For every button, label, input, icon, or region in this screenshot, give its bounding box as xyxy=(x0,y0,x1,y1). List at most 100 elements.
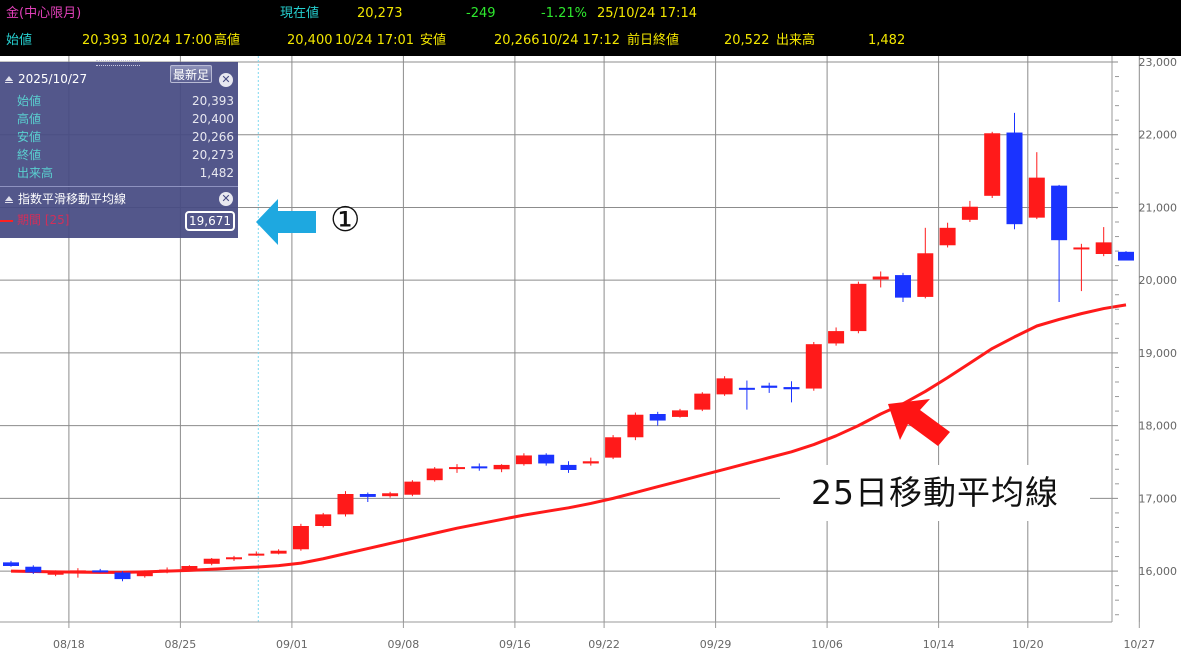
candle xyxy=(515,453,532,466)
low-label: 安値 xyxy=(420,33,447,48)
x-tick-label: 10/27 xyxy=(1123,638,1155,651)
candle xyxy=(248,551,265,556)
x-tick-label: 10/14 xyxy=(923,638,955,651)
x-tick-label: 09/29 xyxy=(700,638,732,651)
candle xyxy=(872,271,889,288)
candle-body xyxy=(850,283,867,332)
candle-body xyxy=(69,570,86,573)
candle xyxy=(3,560,19,567)
candle xyxy=(359,492,376,502)
collapse-triangle-icon[interactable] xyxy=(5,196,13,203)
candle xyxy=(136,570,153,578)
panel-row-low: 安値 20,266 xyxy=(0,128,238,146)
panel-close-icon[interactable]: ✕ xyxy=(219,73,233,87)
arrow-up-left-icon xyxy=(888,399,950,446)
quote-datetime: 25/10/24 17:14 xyxy=(597,6,697,21)
candle xyxy=(917,227,934,299)
panel-date-row: 2025/10/27 xyxy=(0,70,238,88)
panel-row-close: 終値 20,273 xyxy=(0,146,238,164)
candle-body xyxy=(1118,251,1134,261)
candle xyxy=(649,411,666,426)
candle xyxy=(605,435,622,460)
current-price-value: 20,273 xyxy=(357,6,403,21)
high-value: 20,400 xyxy=(287,33,333,48)
candle xyxy=(961,200,978,222)
y-tick-label: 20,000 xyxy=(1139,274,1178,287)
latest-bar-button[interactable]: 最新足 xyxy=(170,65,212,83)
ma25-layer xyxy=(10,303,1127,574)
y-tick-label: 22,000 xyxy=(1139,129,1178,142)
candle xyxy=(939,222,956,248)
panel-row-value: 20,393 xyxy=(192,94,234,108)
candle-body xyxy=(738,387,755,390)
candle-body xyxy=(649,414,666,421)
candle-body xyxy=(159,569,176,572)
candle-body xyxy=(961,206,978,220)
quote-row-2: 始値 20,393 10/24 17:00 高値 20,400 10/24 17… xyxy=(0,29,1181,53)
y-tick-label: 17,000 xyxy=(1139,492,1178,505)
candle-body xyxy=(136,571,153,577)
panel-row-label: 安値 xyxy=(17,130,42,144)
candle xyxy=(181,565,198,571)
y-tick-label: 16,000 xyxy=(1139,565,1178,578)
candle xyxy=(449,464,465,473)
y-tick-label: 18,000 xyxy=(1139,420,1178,433)
high-label: 高値 xyxy=(214,33,241,48)
candle-body xyxy=(382,493,399,497)
candle-body xyxy=(404,481,421,495)
candle xyxy=(761,382,778,393)
candle xyxy=(672,408,688,418)
candle xyxy=(270,549,287,555)
panel-separator xyxy=(0,186,238,187)
candle-body xyxy=(359,494,376,497)
candle xyxy=(47,570,64,577)
candle-body xyxy=(471,466,488,469)
indicator-title: 指数平滑移動平均線 xyxy=(18,192,127,206)
indicator-period-label: 期間 [25] xyxy=(17,213,70,227)
instrument-title[interactable]: 金(中心限月) xyxy=(6,6,82,21)
indicator-close-icon[interactable]: ✕ xyxy=(219,192,233,206)
x-tick-label: 09/01 xyxy=(276,638,308,651)
candle-body xyxy=(426,468,443,481)
panel-row-label: 終値 xyxy=(17,148,42,162)
candle-body xyxy=(627,414,644,438)
candle-body xyxy=(805,344,822,389)
y-tick-label: 19,000 xyxy=(1139,347,1178,360)
price-change-percent: -1.21% xyxy=(541,6,587,21)
panel-drag-handle[interactable] xyxy=(96,60,140,66)
ohlc-info-panel[interactable]: 2025/10/27 最新足 ✕ 始値 20,393 高値 20,400 安値 … xyxy=(0,60,238,238)
ma-line-swatch xyxy=(0,220,13,222)
candle-body xyxy=(226,557,242,560)
collapse-triangle-icon[interactable] xyxy=(5,76,13,83)
panel-row-label: 高値 xyxy=(17,112,42,126)
candle xyxy=(627,412,644,441)
open-time: 10/24 17:00 xyxy=(133,33,213,48)
candle-body xyxy=(917,253,934,297)
candle-body xyxy=(783,387,800,390)
x-tick-label: 09/16 xyxy=(499,638,531,651)
candle-body xyxy=(984,133,1001,196)
x-tick-label: 08/18 xyxy=(53,638,85,651)
panel-row-value: 20,400 xyxy=(192,112,234,126)
candle xyxy=(315,512,332,528)
candle xyxy=(426,467,443,482)
indicator-title-row: 指数平滑移動平均線 xyxy=(0,190,238,208)
price-change: -249 xyxy=(466,6,496,21)
candle-body xyxy=(25,566,42,573)
candle-body xyxy=(694,393,711,410)
candle-body xyxy=(1028,177,1045,218)
candle-body xyxy=(449,467,465,470)
candle xyxy=(114,571,131,582)
candle-body xyxy=(895,275,911,298)
candle-body xyxy=(181,566,198,570)
candle xyxy=(1118,251,1134,261)
candle-body xyxy=(672,410,688,417)
candle-body xyxy=(248,553,265,556)
candle xyxy=(783,381,800,403)
panel-row-high: 高値 20,400 xyxy=(0,110,238,128)
panel-date: 2025/10/27 xyxy=(18,72,88,86)
candle-body xyxy=(560,464,577,470)
candle xyxy=(984,131,1001,198)
quote-row-1: 金(中心限月) 現在値 20,273 -249 -1.21% 25/10/24 … xyxy=(0,2,1181,26)
candle-body xyxy=(92,570,109,573)
